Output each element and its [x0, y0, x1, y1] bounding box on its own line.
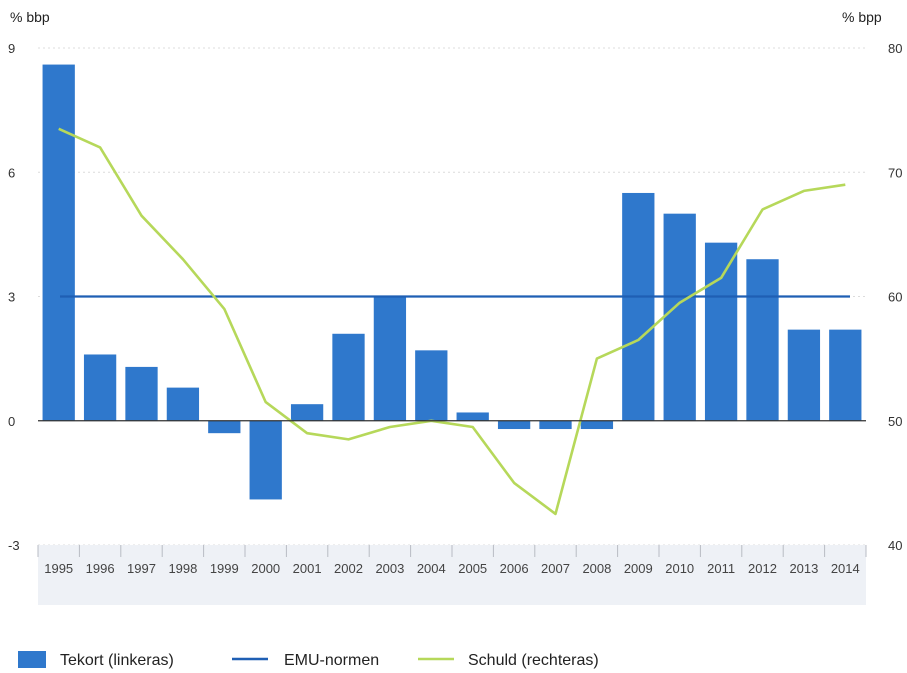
x-tick-label: 2007 [541, 561, 570, 576]
x-tick-label: 1995 [44, 561, 73, 576]
left-tick-label: 6 [8, 165, 15, 180]
bar-2010 [663, 213, 696, 421]
bar-2014 [829, 329, 862, 421]
x-tick-label: 2010 [665, 561, 694, 576]
x-axis-band [37, 545, 867, 605]
x-tick-label: 1997 [127, 561, 156, 576]
x-tick-label: 2014 [831, 561, 860, 576]
x-tick-label: 2005 [458, 561, 487, 576]
lines [58, 127, 850, 516]
x-tick-label: 1996 [86, 561, 115, 576]
debt-line [58, 127, 846, 516]
bar-2006 [497, 420, 531, 430]
x-tick-label: 1999 [210, 561, 239, 576]
bar-2008 [580, 420, 614, 430]
x-tick-label: 2006 [500, 561, 529, 576]
bar-2003 [373, 296, 407, 421]
bar-1997 [125, 366, 158, 421]
x-tick-label: 2008 [582, 561, 611, 576]
right-tick-label: 50 [888, 414, 902, 429]
bar-2013 [787, 329, 821, 421]
x-tick-label: 2004 [417, 561, 446, 576]
legend-swatch-tekort [18, 651, 46, 668]
left-tick-label: 3 [8, 290, 15, 305]
bar-1995 [42, 64, 75, 421]
bar-1996 [83, 354, 117, 421]
x-tick-label: 2001 [293, 561, 322, 576]
bar-2005 [456, 412, 489, 421]
bar-1998 [166, 387, 200, 421]
x-tick-label: 2000 [251, 561, 280, 576]
right-axis-unit: % bpp [842, 9, 882, 25]
bar-2000 [249, 420, 282, 500]
right-tick-label: 40 [888, 538, 902, 553]
bar-2012 [746, 259, 779, 421]
bars [42, 64, 862, 500]
right-tick-label: 80 [888, 41, 902, 56]
x-tick-label: 2003 [375, 561, 404, 576]
x-tick-label: 2013 [789, 561, 818, 576]
x-tick-label: 2002 [334, 561, 363, 576]
x-tick-label: 2012 [748, 561, 777, 576]
x-tick-label: 2011 [707, 561, 735, 576]
left-tick-label: -3 [8, 538, 20, 553]
bar-2004 [415, 350, 448, 421]
legend-label-schuld: Schuld (rechteras) [468, 652, 599, 669]
legend-label-tekort: Tekort (linkeras) [60, 652, 174, 669]
legend-label-emu: EMU-normen [284, 652, 379, 669]
legend: Tekort (linkeras) EMU-normen Schuld (rec… [18, 651, 599, 669]
left-tick-label: 0 [8, 414, 15, 429]
x-tick-label: 2009 [624, 561, 653, 576]
bar-2007 [539, 420, 572, 430]
bar-2009 [622, 192, 655, 421]
left-axis-unit: % bbp [10, 9, 50, 25]
right-tick-label: 70 [888, 165, 902, 180]
bar-2002 [332, 333, 365, 421]
axes: -3 0 3 6 9 40 50 60 70 80 1995 1996 1997 1998 1999 2000… [8, 41, 902, 576]
bar-2011 [704, 242, 738, 421]
x-tick-label: 1998 [168, 561, 197, 576]
left-tick-label: 9 [8, 41, 15, 56]
bar-1999 [208, 420, 241, 434]
right-tick-label: 60 [888, 290, 902, 305]
bar-2001 [290, 404, 324, 421]
